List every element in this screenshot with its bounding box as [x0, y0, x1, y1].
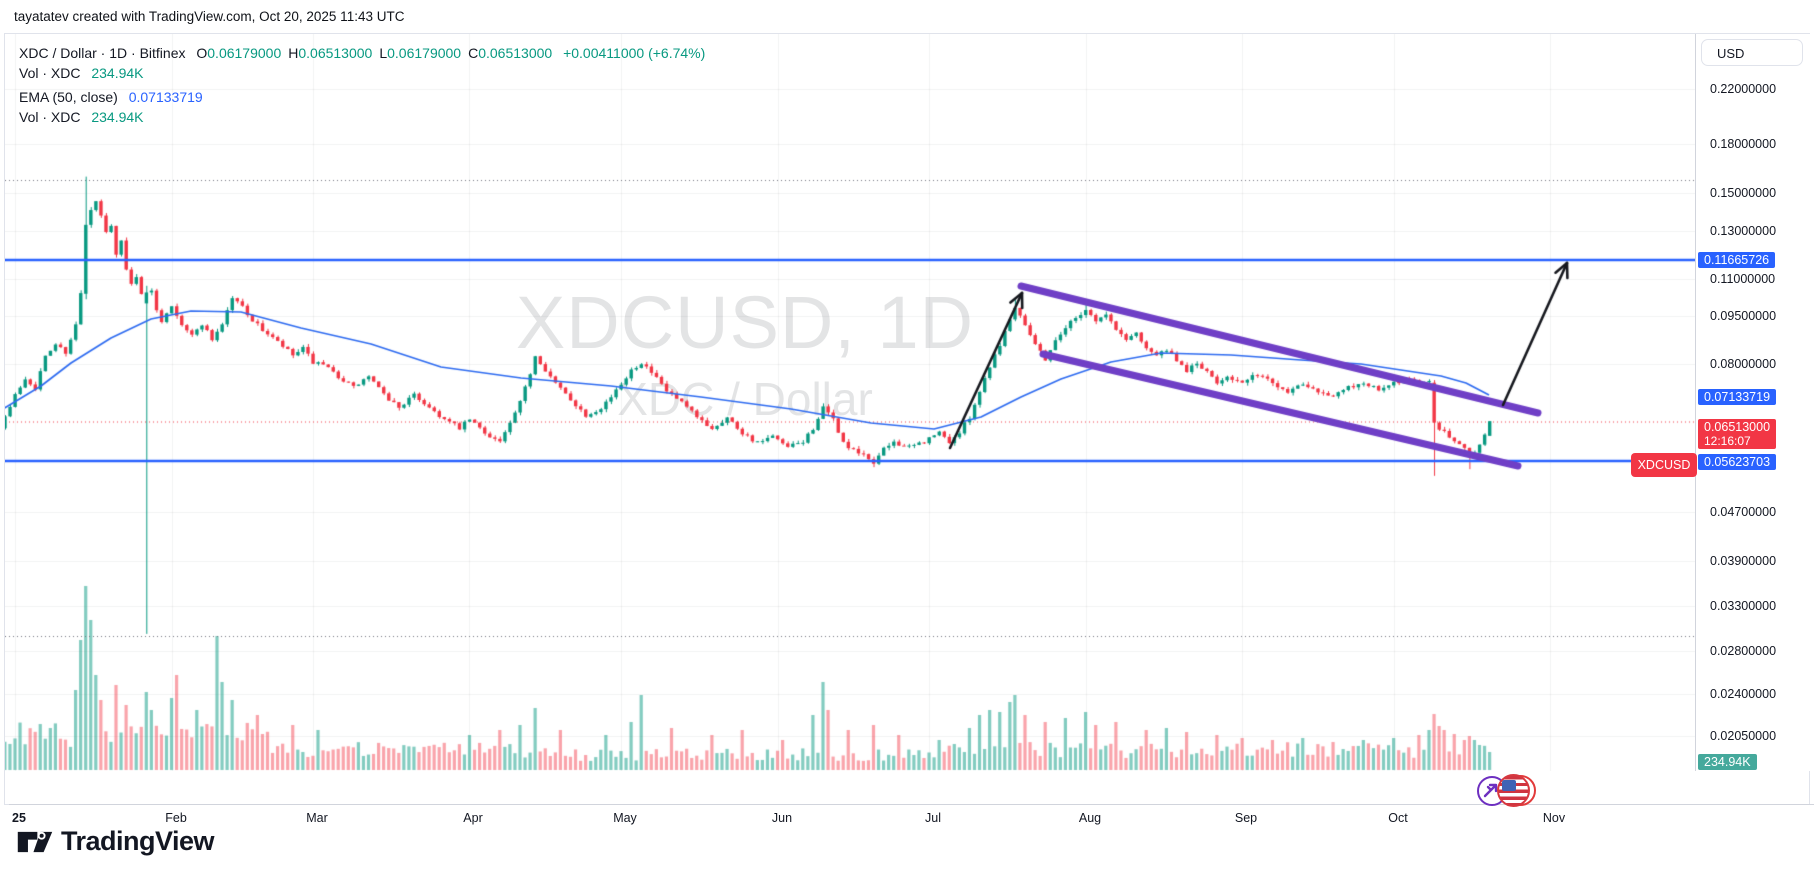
volume-value: 234.94K [91, 65, 144, 81]
price-chart-canvas[interactable] [5, 34, 1695, 771]
chart-widget: XDCUSD, 1D XDC / Dollar XDC / Dollar · 1… [4, 33, 1814, 839]
tradingview-logo[interactable]: TradingView [17, 826, 215, 857]
price-tick: 0.13000000 [1710, 224, 1777, 238]
time-tick-jun: Jun [771, 811, 793, 825]
ohlc-value: 0.06179000 [207, 45, 282, 61]
tradingview-mark-icon [17, 831, 53, 852]
price-tick: 0.09500000 [1710, 309, 1777, 323]
price-axis-badge: 0.06513000 12:16:07 [1698, 419, 1777, 449]
ohlc-key: C [468, 45, 479, 61]
price-tick: 0.18000000 [1710, 137, 1777, 151]
ohlc-key: O [196, 45, 208, 61]
time-tick-sep: Sep [1234, 811, 1258, 825]
legend-volume-row-2[interactable]: Vol · XDC 234.94K [19, 109, 144, 125]
xdc-arrow-glyph [1483, 783, 1498, 798]
ohlc-values: O0.06179000 H0.06513000 L0.06179000 C0.0651… [189, 45, 552, 61]
legend-volume-row-1[interactable]: Vol · XDC 234.94K [19, 65, 144, 81]
currency-button[interactable]: USD [1701, 39, 1803, 66]
tradingview-logo-text: TradingView [61, 826, 215, 856]
usd-flag-icon [1497, 774, 1530, 807]
price-tick: 0.08000000 [1710, 357, 1777, 371]
price-axis[interactable]: USD 0.22000000 0.18000000 0.15000000 0.1300… [1695, 34, 1811, 771]
time-tick-feb: Feb [165, 811, 187, 825]
ema-value: 0.07133719 [128, 89, 203, 105]
time-tick-aug: Aug [1078, 811, 1102, 825]
ohlc-value: 0.06513000 [298, 45, 373, 61]
price-axis-badge: 0.11665726 [1698, 252, 1776, 268]
volume-value-2: 234.94K [91, 109, 144, 125]
flag-canton [1502, 780, 1516, 791]
pair-logos [1477, 774, 1539, 810]
ema-indicator-label[interactable]: EMA (50, close) [19, 89, 118, 105]
ohlc-key: H [288, 45, 299, 61]
last-price-symbol-tag: XDCUSD [1631, 453, 1697, 477]
time-tick-oct: Oct [1388, 811, 1408, 825]
ohlc-key: L [379, 45, 388, 61]
price-tick: 0.02400000 [1710, 687, 1777, 701]
legend-ema-row[interactable]: EMA (50, close) 0.07133719 [19, 89, 203, 105]
time-tick-may: May [613, 811, 637, 825]
price-axis-badge: 0.07133719 [1698, 389, 1777, 405]
volume-indicator-label-2[interactable]: Vol · XDC [19, 109, 81, 125]
price-tick: 0.03300000 [1710, 599, 1777, 613]
volume-indicator-label[interactable]: Vol · XDC [19, 65, 81, 81]
price-axis-badge: 0.05623703 [1698, 454, 1777, 470]
price-tick: 0.22000000 [1710, 82, 1777, 96]
price-tick: 0.03900000 [1710, 554, 1777, 568]
price-axis-badge: 234.94K [1698, 754, 1757, 770]
time-tick-mar: Mar [306, 811, 328, 825]
change-value: +0.00411000 (+6.74%) [563, 45, 706, 61]
price-tick: 0.02050000 [1710, 729, 1777, 743]
time-tick-25: 25 [12, 811, 26, 825]
ohlc-value: 0.06513000 [478, 45, 553, 61]
time-axis[interactable]: 25 Feb Mar Apr May Jun Jul Aug Sep Oct Nov [9, 804, 1814, 839]
price-tick: 0.04700000 [1710, 505, 1777, 519]
symbol-title[interactable]: XDC / Dollar · 1D · Bitfinex [19, 45, 186, 61]
legend-symbol-row[interactable]: XDC / Dollar · 1D · Bitfinex O0.06179000… [19, 45, 705, 61]
price-tick: 0.11000000 [1710, 272, 1776, 286]
time-tick-apr: Apr [463, 811, 483, 825]
time-tick-jul: Jul [925, 811, 941, 825]
price-tick: 0.02800000 [1710, 644, 1777, 658]
price-tick: 0.15000000 [1710, 186, 1777, 200]
attribution-text: tayatatev created with TradingView.com, … [14, 9, 405, 24]
time-tick-nov: Nov [1542, 811, 1566, 825]
ohlc-value: 0.06179000 [387, 45, 462, 61]
